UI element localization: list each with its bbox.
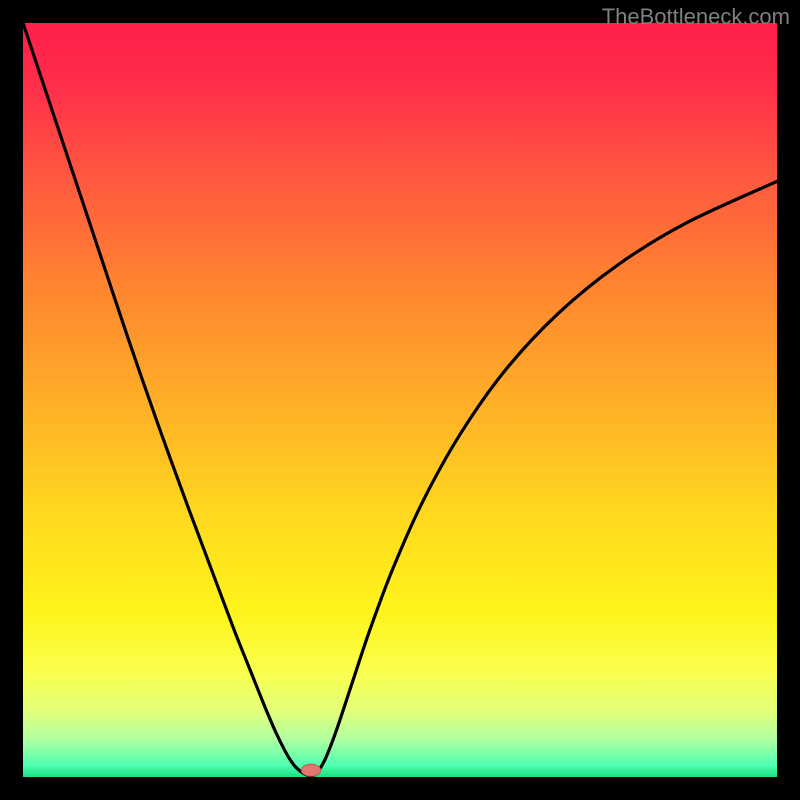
plot-area [23, 23, 777, 777]
minimum-marker [23, 23, 777, 777]
watermark-text: TheBottleneck.com [602, 4, 790, 30]
chart-frame: TheBottleneck.com [0, 0, 800, 800]
